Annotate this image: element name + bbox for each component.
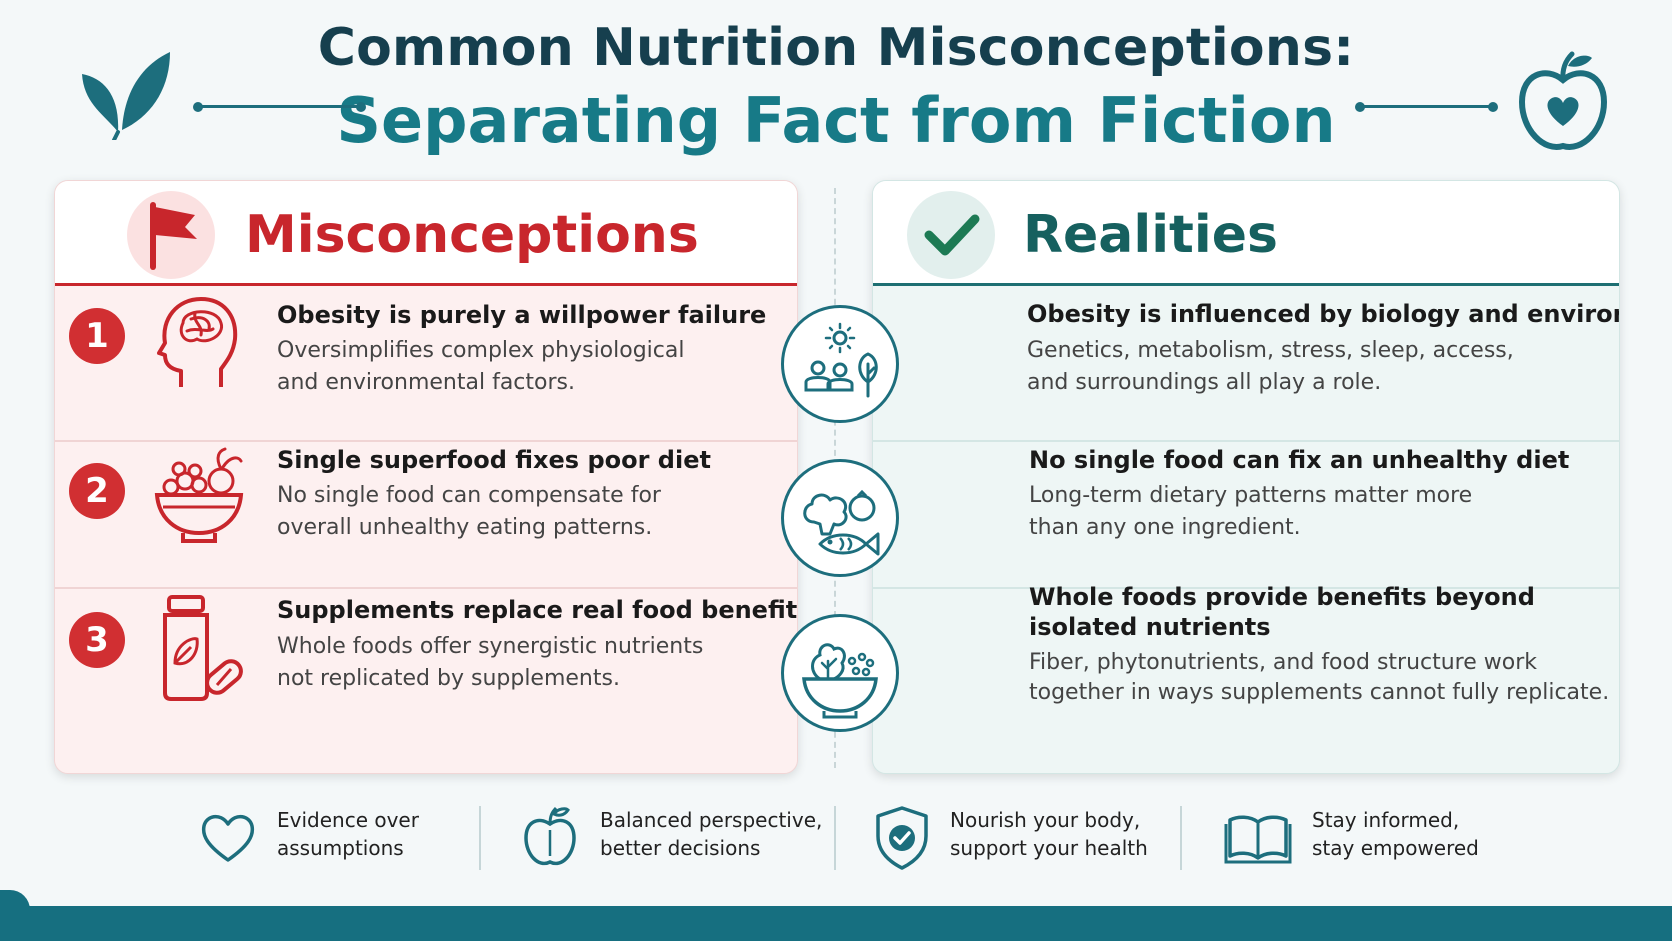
apple-icon <box>524 806 576 866</box>
row-divider <box>55 440 797 442</box>
decor-line <box>1360 105 1492 108</box>
checkmark-icon <box>907 191 995 279</box>
footer-line2: better decisions <box>600 836 761 860</box>
footer-line1: Stay informed, <box>1312 808 1460 832</box>
footer-item-informed: Stay informed, stay empowered <box>1312 806 1479 862</box>
misconceptions-header: Misconceptions <box>55 181 797 283</box>
broccoli-fish-icon <box>803 489 880 556</box>
item-number: 1 <box>69 308 125 364</box>
misconceptions-panel: Misconceptions 1 Obesity is purely a wil… <box>54 180 798 774</box>
footer-divider <box>1180 806 1182 870</box>
misconception-desc-line1: No single food can compensate for <box>277 483 661 508</box>
fruit-bowl-icon <box>154 447 244 543</box>
footer-item-nourish: Nourish your body, support your health <box>950 806 1148 862</box>
page-title: Common Nutrition Misconceptions: <box>317 18 1355 78</box>
bottom-bar <box>0 906 1672 941</box>
reality-desc-line1: Long-term dietary patterns matter more <box>1029 483 1473 508</box>
flag-icon <box>127 191 215 279</box>
decor-line <box>200 105 360 108</box>
row-divider <box>55 587 797 589</box>
brain-head-icon <box>157 297 238 387</box>
reality-heading-line2: isolated nutrients <box>1029 613 1271 641</box>
reality-heading-line1: Whole foods provide benefits beyond <box>1029 583 1535 611</box>
footer-item-evidence: Evidence over assumptions <box>277 806 419 862</box>
page-subtitle: Separating Fact from Fiction <box>336 84 1336 157</box>
people-environment-icon <box>804 322 878 398</box>
broccoli-fish-icon-badge <box>781 459 899 577</box>
misconception-desc-line2: overall unhealthy eating patterns. <box>277 515 653 540</box>
footer-line2: support your health <box>950 836 1148 860</box>
misconception-desc-line1: Whole foods offer synergistic nutrients <box>277 634 704 659</box>
misconceptions-title: Misconceptions <box>245 205 699 265</box>
reality-desc-line2: and surroundings all play a role. <box>1027 370 1382 395</box>
item-number: 2 <box>69 463 125 519</box>
reality-desc-line1: Fiber, phytonutrients, and food structur… <box>1029 650 1538 675</box>
footer-item-balanced: Balanced perspective, better decisions <box>600 806 822 862</box>
footer-divider <box>479 806 481 870</box>
item-number: 3 <box>69 612 125 668</box>
footer-line1: Evidence over <box>277 808 419 832</box>
supplement-bottle-icon <box>163 595 243 701</box>
misconception-desc-line1: Oversimplifies complex physiological <box>277 338 685 363</box>
bottom-bar-notch <box>0 890 30 910</box>
apple-heart-icon <box>1518 51 1608 150</box>
realities-panel: Realities Obesity is influenced by biolo… <box>872 180 1620 774</box>
realities-underline <box>873 283 1619 286</box>
realities-title: Realities <box>1023 205 1278 265</box>
footer-line1: Balanced perspective, <box>600 808 823 832</box>
shield-check-icon <box>876 806 928 870</box>
reality-heading: No single food can fix an unhealthy diet <box>1029 446 1570 474</box>
people-environment-icon-badge <box>781 305 899 423</box>
salad-bowl-icon <box>802 643 878 719</box>
realities-header: Realities <box>873 181 1619 283</box>
decor-dot <box>356 102 366 112</box>
reality-desc-line1: Genetics, metabolism, stress, sleep, acc… <box>1027 338 1514 363</box>
salad-bowl-icon-badge <box>781 614 899 732</box>
row-divider <box>873 587 1619 589</box>
open-book-icon <box>1224 815 1292 864</box>
misconception-heading: Single superfood fixes poor diet <box>277 446 711 474</box>
reality-desc-line2: together in ways supplements cannot full… <box>1029 680 1610 705</box>
footer-line2: assumptions <box>277 836 404 860</box>
misconception-desc-line2: not replicated by supplements. <box>277 666 620 691</box>
leaf-icon <box>82 52 170 140</box>
decor-dot <box>1488 102 1498 112</box>
footer-line2: stay empowered <box>1312 836 1479 860</box>
misconception-heading: Supplements replace real food benefits <box>277 596 798 624</box>
reality-desc-line2: than any one ingredient. <box>1029 515 1301 540</box>
footer-divider <box>834 806 836 870</box>
reality-heading: Obesity is influenced by biology and env… <box>1027 300 1619 328</box>
misconceptions-underline <box>55 283 797 286</box>
misconception-heading: Obesity is purely a willpower failure <box>277 301 767 329</box>
misconception-desc-line2: and environmental factors. <box>277 370 575 395</box>
row-divider <box>873 440 1619 442</box>
decor-dot <box>193 102 203 112</box>
footer-line1: Nourish your body, <box>950 808 1141 832</box>
heart-icon <box>201 814 255 862</box>
